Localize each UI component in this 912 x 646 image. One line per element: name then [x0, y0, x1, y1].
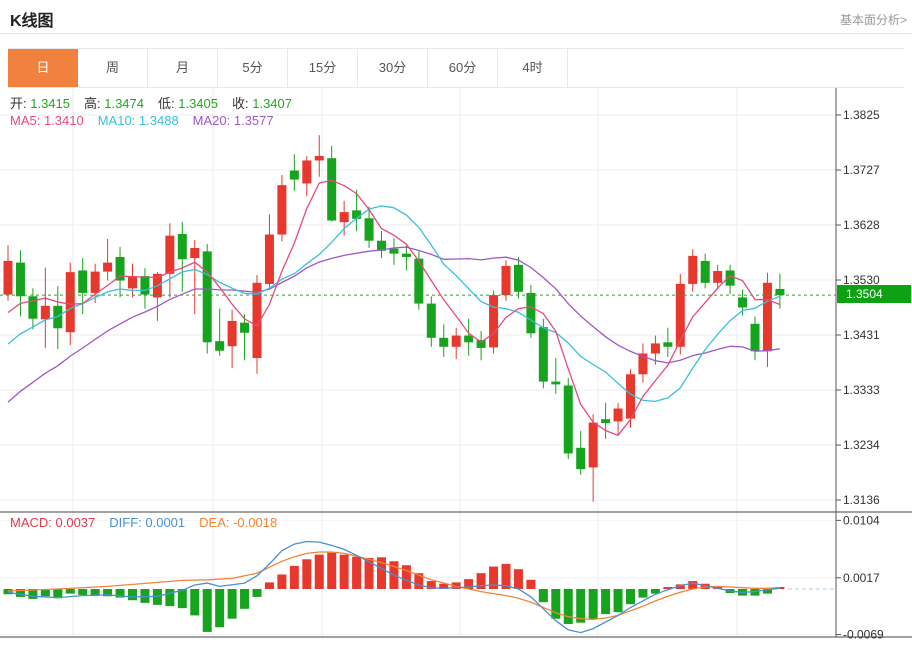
- tab-60min[interactable]: 60分: [428, 49, 498, 87]
- tab-week[interactable]: 周: [78, 49, 148, 87]
- ohlc-legend: 开: 1.3415 高: 1.3474 低: 1.3405 收: 1.3407: [10, 93, 306, 112]
- ma-legend: MA5: 1.3410 MA10: 1.3488 MA20: 1.3577: [10, 113, 288, 128]
- axis-label: 1.3234: [843, 438, 880, 452]
- legend-diff: DIFF: 0.0001: [109, 515, 186, 530]
- chart-area: 1.3825 1.3727 1.3628 1.3530 1.3431 1.3333 1.32…: [0, 88, 912, 646]
- axis-label: 1.3333: [843, 383, 880, 397]
- axis-label: 1.3530: [843, 273, 880, 287]
- period-tabbar: 日周月 5分 15分 30分 60分 4时: [8, 48, 904, 88]
- legend-macd: MACD: 0.0037: [10, 515, 96, 530]
- page-header: K线图 基本面分析>: [0, 0, 912, 34]
- tab-month[interactable]: 月: [148, 49, 218, 87]
- legend-high: 高: 1.3474: [84, 96, 144, 111]
- legend-dea: DEA: -0.0018: [199, 515, 278, 530]
- page-title: K线图: [10, 13, 54, 30]
- tab-day[interactable]: 日: [8, 49, 78, 87]
- tab-5min[interactable]: 5分: [218, 49, 288, 87]
- axis-label: 1.3431: [843, 328, 880, 342]
- current-price-tag: 1.3504: [837, 285, 911, 303]
- axis-label: 0.0017: [843, 571, 880, 585]
- axis-label: 1.3628: [843, 218, 880, 232]
- axis-label: 1.3727: [843, 163, 880, 177]
- macd-legend: MACD: 0.0037 DIFF: 0.0001 DEA: -0.0018: [10, 515, 291, 530]
- legend-ma5: MA5: 1.3410: [10, 113, 84, 128]
- fundamental-analysis-link[interactable]: 基本面分析>: [839, 13, 907, 27]
- legend-ma10: MA10: 1.3488: [97, 113, 179, 128]
- axis-label: 1.3825: [843, 108, 880, 122]
- legend-open: 开: 1.3415: [10, 96, 70, 111]
- tab-15min[interactable]: 15分: [288, 49, 358, 87]
- tab-30min[interactable]: 30分: [358, 49, 428, 87]
- axis-label: 1.3136: [843, 493, 880, 507]
- legend-close: 收: 1.3407: [232, 96, 292, 111]
- axis-label: 0.0104: [843, 513, 880, 527]
- legend-low: 低: 1.3405: [158, 96, 218, 111]
- legend-ma20: MA20: 1.3577: [192, 113, 274, 128]
- tab-4hour[interactable]: 4时: [498, 49, 568, 87]
- kline-chart-canvas[interactable]: 1.3825 1.3727 1.3628 1.3530 1.3431 1.3333 1.32…: [0, 88, 912, 646]
- axis-label: -0.0069: [843, 628, 884, 642]
